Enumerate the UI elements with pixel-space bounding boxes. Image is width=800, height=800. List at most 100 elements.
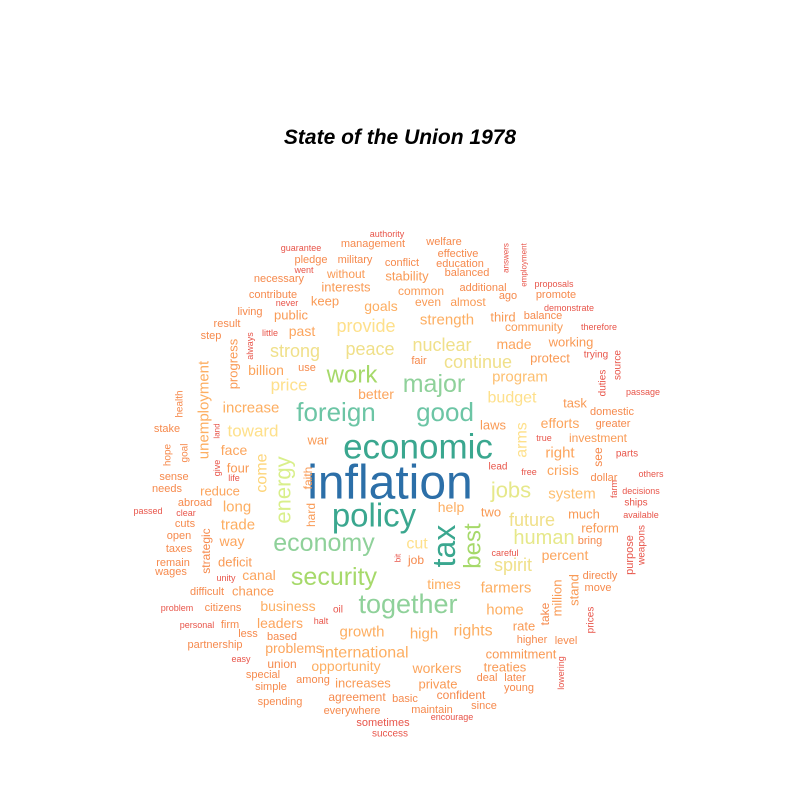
word-almost: almost <box>450 295 486 309</box>
word-jobs: jobs <box>490 478 531 503</box>
word-unemployment: unemployment <box>196 360 213 459</box>
word-always: always <box>245 332 255 360</box>
word-farm: farm <box>609 480 619 498</box>
word-balanced: balanced <box>445 267 490 279</box>
word-greater: greater <box>596 418 631 430</box>
word-dollar: dollar <box>591 472 618 484</box>
word-success: success <box>372 729 408 740</box>
word-hope: hope <box>163 443 174 466</box>
word-therefore: therefore <box>581 322 617 332</box>
word-strong: strong <box>270 341 320 361</box>
word-international: international <box>321 645 408 662</box>
word-military: military <box>338 254 373 266</box>
word-taxes: taxes <box>166 543 193 555</box>
word-job: job <box>407 553 424 567</box>
word-high: high <box>410 626 438 643</box>
word-lead: lead <box>489 462 508 473</box>
word-move: move <box>585 582 612 594</box>
word-young: young <box>504 682 534 694</box>
word-proposals: proposals <box>534 279 574 289</box>
word-strength: strength <box>420 312 474 329</box>
word-inflation: inflation <box>307 457 472 510</box>
word-progress: progress <box>226 338 241 389</box>
word-open: open <box>167 530 191 542</box>
word-faith: faith <box>301 467 315 490</box>
word-source: source <box>613 350 624 380</box>
word-parts: parts <box>616 449 638 460</box>
word-common: common <box>398 284 444 298</box>
word-bit: bit <box>394 553 403 562</box>
word-confident: confident <box>437 688 486 702</box>
word-stability: stability <box>385 269 429 284</box>
word-economy: economy <box>273 529 375 557</box>
word-others: others <box>638 469 664 479</box>
word-public: public <box>274 308 308 323</box>
word-use: use <box>298 362 316 374</box>
word-toward: toward <box>227 422 278 441</box>
word-keep: keep <box>311 294 339 309</box>
word-remain: remain <box>156 557 190 569</box>
word-answers: answers <box>502 243 511 273</box>
word-task: task <box>563 396 587 411</box>
word-provide: provide <box>336 316 395 336</box>
word-nuclear: nuclear <box>412 335 471 355</box>
word-way: way <box>219 533 245 549</box>
word-authority: authority <box>370 229 405 239</box>
word-employment: employment <box>520 242 529 286</box>
word-increases: increases <box>335 676 391 691</box>
word-trying: trying <box>584 350 608 361</box>
word-life: life <box>228 473 240 483</box>
word-canal: canal <box>242 567 275 583</box>
word-firm: firm <box>221 619 239 631</box>
word-less: less <box>238 628 258 640</box>
word-free: free <box>521 467 537 477</box>
word-ships: ships <box>624 498 647 509</box>
word-deficit: deficit <box>218 555 252 570</box>
word-health: health <box>175 390 186 417</box>
word-since: since <box>471 700 497 712</box>
word-union: union <box>267 657 296 671</box>
word-chance: chance <box>232 584 274 599</box>
word-investment: investment <box>569 431 628 445</box>
word-efforts: efforts <box>541 415 580 431</box>
word-living: living <box>237 306 262 318</box>
word-increase: increase <box>223 400 280 417</box>
word-fair: fair <box>411 355 427 367</box>
word-good: good <box>416 397 474 427</box>
word-decisions: decisions <box>622 486 660 496</box>
word-demonstrate: demonstrate <box>544 303 594 313</box>
word-maintain: maintain <box>411 704 453 716</box>
word-effective: effective <box>438 248 479 260</box>
word-contribute: contribute <box>249 289 297 301</box>
word-security: security <box>291 563 378 591</box>
word-little: little <box>262 328 278 338</box>
word-future: future <box>509 510 555 530</box>
chart-title: State of the Union 1978 <box>283 126 517 149</box>
word-needs: needs <box>152 483 182 495</box>
word-management: management <box>341 238 405 250</box>
word-rights: rights <box>453 623 492 640</box>
word-take: take <box>538 602 552 625</box>
word-went: went <box>293 265 314 275</box>
word-foreign: foreign <box>296 397 376 427</box>
word-duties: duties <box>598 370 609 397</box>
word-program: program <box>492 369 548 386</box>
word-based: based <box>267 631 297 643</box>
word-problems: problems <box>265 640 323 656</box>
word-spirit: spirit <box>494 555 532 575</box>
word-come: come <box>254 453 271 492</box>
word-human: human <box>513 527 574 549</box>
word-long: long <box>223 499 251 516</box>
word-spending: spending <box>258 696 303 708</box>
word-help: help <box>438 499 465 515</box>
word-crisis: crisis <box>547 462 579 478</box>
word-goal: goal <box>180 444 191 463</box>
word-reduce: reduce <box>200 484 240 499</box>
word-deal: deal <box>477 672 498 684</box>
word-third: third <box>490 310 515 325</box>
word-percent: percent <box>542 547 589 563</box>
word-two: two <box>481 505 501 520</box>
word-education: education <box>436 258 484 270</box>
word-million: million <box>550 580 565 617</box>
word-unity: unity <box>216 573 236 583</box>
